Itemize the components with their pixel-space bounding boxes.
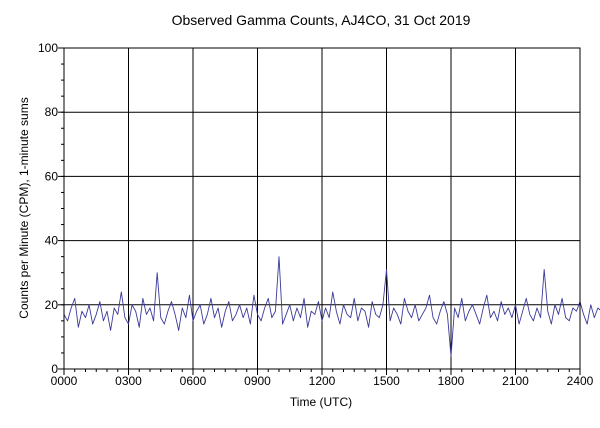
x-axis-label: Time (UTC) <box>290 395 352 409</box>
x-tick-label: 1500 <box>373 374 400 388</box>
x-tick-label: 1200 <box>309 374 336 388</box>
x-tick-label: 0600 <box>180 374 207 388</box>
x-tick-label: 0300 <box>115 374 142 388</box>
chart-title: Observed Gamma Counts, AJ4CO, 31 Oct 201… <box>172 12 471 28</box>
cpm-series-line <box>63 256 600 357</box>
y-tick-label: 40 <box>45 234 59 248</box>
y-tick-label: 20 <box>45 298 59 312</box>
y-tick-label: 0 <box>51 362 58 376</box>
x-tick-label: 2400 <box>567 374 594 388</box>
y-tick-label: 80 <box>45 105 59 119</box>
y-axis-label: Counts per Minute (CPM), 1-minute sums <box>17 97 31 318</box>
x-tick-label: 0000 <box>51 374 78 388</box>
x-tick-label: 2100 <box>502 374 529 388</box>
y-tick-label: 60 <box>45 169 59 183</box>
y-tick-label: 100 <box>38 41 58 55</box>
x-tick-label: 0900 <box>244 374 271 388</box>
plot-area: 0000 0300 0600 0900 1200 1500 1800 2100 2400 0 20 4… <box>38 41 600 388</box>
x-tick-label: 1800 <box>438 374 465 388</box>
